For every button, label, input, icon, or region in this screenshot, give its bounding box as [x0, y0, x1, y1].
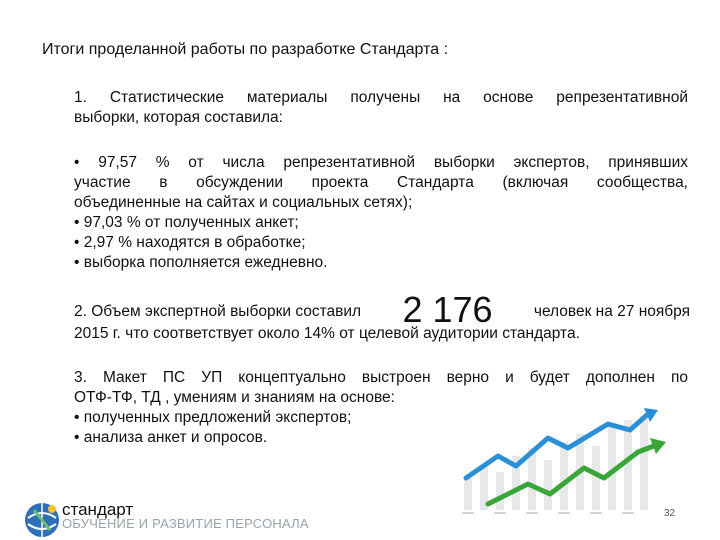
text-line: • 97,57 % от числа репрезентативной выбо… [74, 154, 688, 171]
blue-trend-arrow [463, 411, 651, 481]
logo-word: стандарт [62, 500, 134, 519]
paragraph-statistics: 1. Статистические материалы получены на … [74, 88, 688, 128]
page-number: 32 [664, 508, 676, 519]
slide-title: Итоги проделанной работы по разработке С… [42, 41, 449, 58]
text-line: ОТФ-ТФ, ТД , умениям и знаниям на основе… [74, 389, 395, 406]
bullet-item: • полученных предложений экспертов; [74, 409, 352, 426]
text-before-number: 2. Объем экспертной выборки составил [74, 303, 362, 320]
paragraph-layout: 3. Макет ПС УП концептуально выстроен ве… [74, 368, 688, 448]
text-after-number: человек на 27 ноября [533, 303, 690, 320]
big-number: 2 176 [402, 289, 493, 330]
text-line: 1. Статистические материалы получены на … [74, 89, 688, 106]
paragraph-sample-size: 2. Объем экспертной выборки составил 2 1… [74, 282, 690, 344]
growth-chart-illustration [462, 408, 666, 514]
bullet-item: • 97,03 % от полученных анкет; [74, 214, 299, 231]
text-line: 3. Макет ПС УП концептуально выстроен ве… [74, 369, 688, 386]
axis-ticks [462, 512, 634, 514]
paragraph-bullets: • 97,57 % от числа репрезентативной выбо… [74, 153, 688, 273]
logo-subtitle: ОБУЧЕНИЕ И РАЗВИТИЕ ПЕРСОНАЛА [62, 516, 309, 531]
blue-arrow-head [644, 408, 658, 422]
green-trend-arrow [485, 443, 657, 507]
bullet-item: • анализа анкет и опросов. [74, 429, 268, 446]
green-arrow-head [650, 438, 666, 454]
bullet-item: • выборка пополняется ежедневно. [74, 254, 328, 271]
text-line: 2015 г. что соответствует около 14% от ц… [74, 325, 580, 342]
text-line: объединенные на сайтах и социальных сетя… [74, 194, 413, 211]
logo-globe-icon [25, 503, 59, 537]
text-line: выборки, которая составила: [74, 109, 283, 126]
bullet-item: • 2,97 % находятся в обработке; [74, 234, 306, 251]
text-line: участие в обсуждении проекта Стандарта (… [74, 174, 688, 191]
